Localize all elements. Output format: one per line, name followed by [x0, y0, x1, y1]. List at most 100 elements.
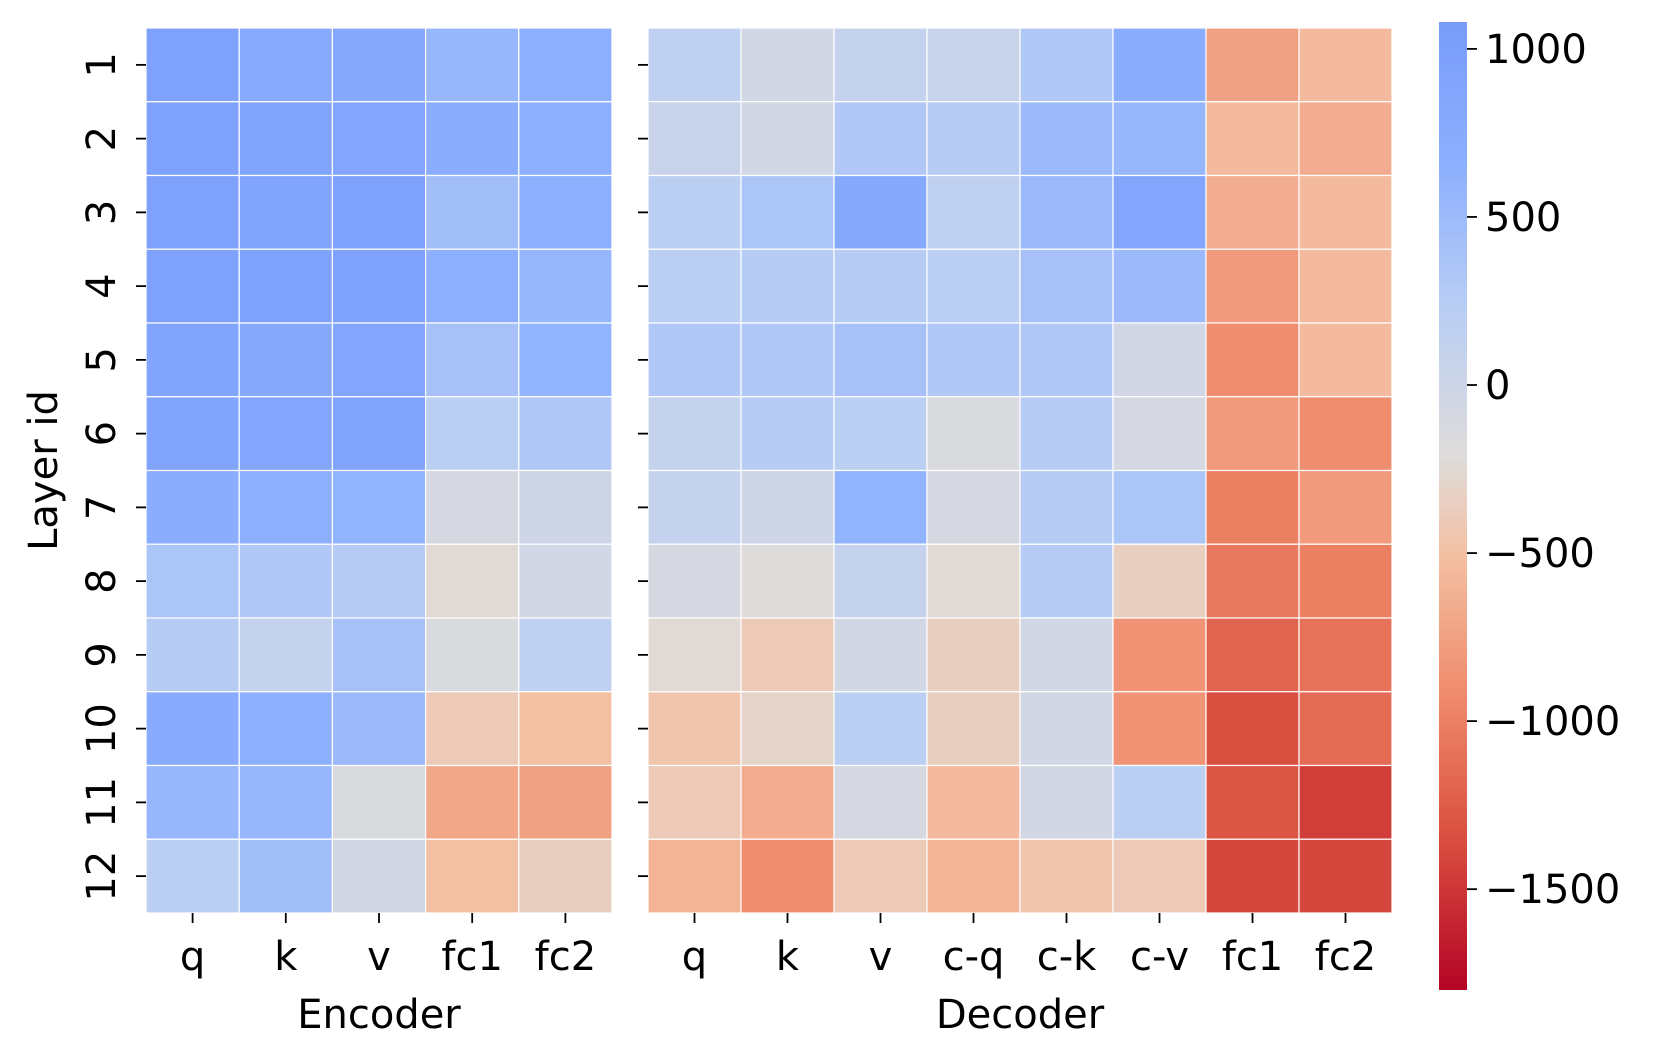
- decoder-cell-r10-c6: [1112, 691, 1207, 767]
- decoder-cell-r6-c1: [647, 396, 742, 472]
- decoder-cell-r8-c6: [1112, 543, 1207, 619]
- decoder-cell-r2-c3: [833, 101, 928, 177]
- decoder-cell-r8-c5: [1019, 543, 1114, 619]
- decoder-x-tick-label: c-q: [943, 934, 1005, 980]
- encoder-cell-r3-c1: [145, 174, 240, 250]
- decoder-cell-r5-c4: [926, 322, 1021, 398]
- encoder-cell-r11-c4: [425, 764, 520, 840]
- encoder-cell-r3-c3: [331, 174, 427, 250]
- decoder-cell-r8-c7: [1205, 543, 1300, 619]
- decoder-cell-r12-c6: [1112, 838, 1207, 914]
- encoder-cell-r10-c2: [238, 691, 333, 767]
- decoder-cell-r10-c4: [926, 691, 1021, 767]
- ylabel: Layer id: [21, 390, 67, 551]
- decoder-x-tick-label: q: [682, 934, 707, 980]
- y-tick-label: 5: [79, 347, 125, 372]
- decoder-cell-r7-c5: [1019, 469, 1114, 545]
- encoder-cell-r1-c2: [238, 27, 333, 103]
- decoder-cell-r9-c2: [740, 617, 835, 693]
- decoder-cell-r10-c7: [1205, 691, 1300, 767]
- decoder-cell-r9-c1: [647, 617, 742, 693]
- decoder-cell-r12-c7: [1205, 838, 1300, 914]
- encoder-cell-r4-c3: [331, 248, 427, 324]
- decoder-cell-r4-c1: [647, 248, 742, 324]
- decoder-cell-r10-c2: [740, 691, 835, 767]
- encoder-cell-r1-c3: [331, 27, 427, 103]
- encoder-cell-r9-c3: [331, 617, 427, 693]
- decoder-cell-r11-c2: [740, 764, 835, 840]
- encoder-x-tick-label: k: [274, 934, 298, 980]
- decoder-x-tick-label: k: [776, 934, 800, 980]
- decoder-cell-r11-c3: [833, 764, 928, 840]
- y-tick-label: 8: [79, 568, 125, 593]
- decoder-x-tick-label: fc1: [1222, 934, 1284, 980]
- y-tick-label: 9: [79, 642, 125, 667]
- encoder-cell-r6-c5: [518, 396, 613, 472]
- decoder-cell-r7-c8: [1298, 469, 1393, 545]
- decoder-cell-r11-c6: [1112, 764, 1207, 840]
- decoder-cell-r2-c5: [1019, 101, 1114, 177]
- decoder-x-tick-label: c-k: [1037, 934, 1097, 980]
- decoder-x-tick-label: v: [869, 934, 893, 980]
- decoder-cell-r6-c5: [1019, 396, 1114, 472]
- colorbar-tick-label: 1000: [1485, 27, 1587, 73]
- decoder-cell-r4-c4: [926, 248, 1021, 324]
- encoder-x-tick-label: q: [180, 934, 205, 980]
- decoder-cell-r8-c1: [647, 543, 742, 619]
- decoder-cell-r9-c7: [1205, 617, 1300, 693]
- y-tick-label: 7: [79, 495, 125, 520]
- decoder-cell-r1-c7: [1205, 27, 1300, 103]
- decoder-cell-r11-c4: [926, 764, 1021, 840]
- decoder-xlabel: Decoder: [936, 992, 1105, 1038]
- decoder-cell-r7-c2: [740, 469, 835, 545]
- encoder-cell-r3-c4: [425, 174, 520, 250]
- colorbar-tick-label: −1500: [1485, 867, 1620, 913]
- decoder-cell-r2-c4: [926, 101, 1021, 177]
- encoder-cell-r12-c2: [238, 838, 333, 914]
- decoder-cell-r5-c3: [833, 322, 928, 398]
- decoder-cell-r12-c8: [1298, 838, 1393, 914]
- decoder-cell-r5-c5: [1019, 322, 1114, 398]
- encoder-cell-r5-c3: [331, 322, 427, 398]
- encoder-cell-r1-c4: [425, 27, 520, 103]
- decoder-cell-r10-c3: [833, 691, 928, 767]
- encoder-cell-r9-c1: [145, 617, 240, 693]
- decoder-cell-r11-c5: [1019, 764, 1114, 840]
- encoder-cell-r4-c4: [425, 248, 520, 324]
- encoder-cell-r6-c1: [145, 396, 240, 472]
- encoder-cell-r5-c5: [518, 322, 613, 398]
- decoder-cell-r12-c4: [926, 838, 1021, 914]
- decoder-cell-r12-c3: [833, 838, 928, 914]
- encoder-cell-r5-c2: [238, 322, 333, 398]
- decoder-cell-r6-c6: [1112, 396, 1207, 472]
- decoder-cell-r3-c5: [1019, 174, 1114, 250]
- encoder-cell-r2-c5: [518, 101, 613, 177]
- decoder-x-tick-label: fc2: [1315, 934, 1377, 980]
- encoder-cell-r11-c1: [145, 764, 240, 840]
- encoder-cell-r4-c1: [145, 248, 240, 324]
- y-tick-label: 2: [79, 126, 125, 151]
- y-tick-label: 6: [79, 421, 125, 446]
- encoder-cell-r11-c5: [518, 764, 613, 840]
- decoder-cell-r9-c4: [926, 617, 1021, 693]
- encoder-cell-r8-c5: [518, 543, 613, 619]
- y-tick-label: 12: [79, 851, 125, 902]
- decoder-cell-r12-c5: [1019, 838, 1114, 914]
- decoder-cell-r4-c2: [740, 248, 835, 324]
- decoder-cell-r10-c8: [1298, 691, 1393, 767]
- encoder-cell-r11-c2: [238, 764, 333, 840]
- decoder-cell-r5-c1: [647, 322, 742, 398]
- decoder-cell-r1-c4: [926, 27, 1021, 103]
- y-tick-label: 11: [79, 777, 125, 828]
- decoder-cell-r4-c7: [1205, 248, 1300, 324]
- decoder-cell-r3-c8: [1298, 174, 1393, 250]
- decoder-cell-r3-c7: [1205, 174, 1300, 250]
- encoder-cell-r12-c5: [518, 838, 613, 914]
- encoder-cell-r7-c4: [425, 469, 520, 545]
- y-tick-label: 3: [79, 200, 125, 225]
- encoder-cell-r9-c5: [518, 617, 613, 693]
- decoder-cell-r6-c8: [1298, 396, 1393, 472]
- decoder-cell-r6-c2: [740, 396, 835, 472]
- decoder-cell-r4-c6: [1112, 248, 1207, 324]
